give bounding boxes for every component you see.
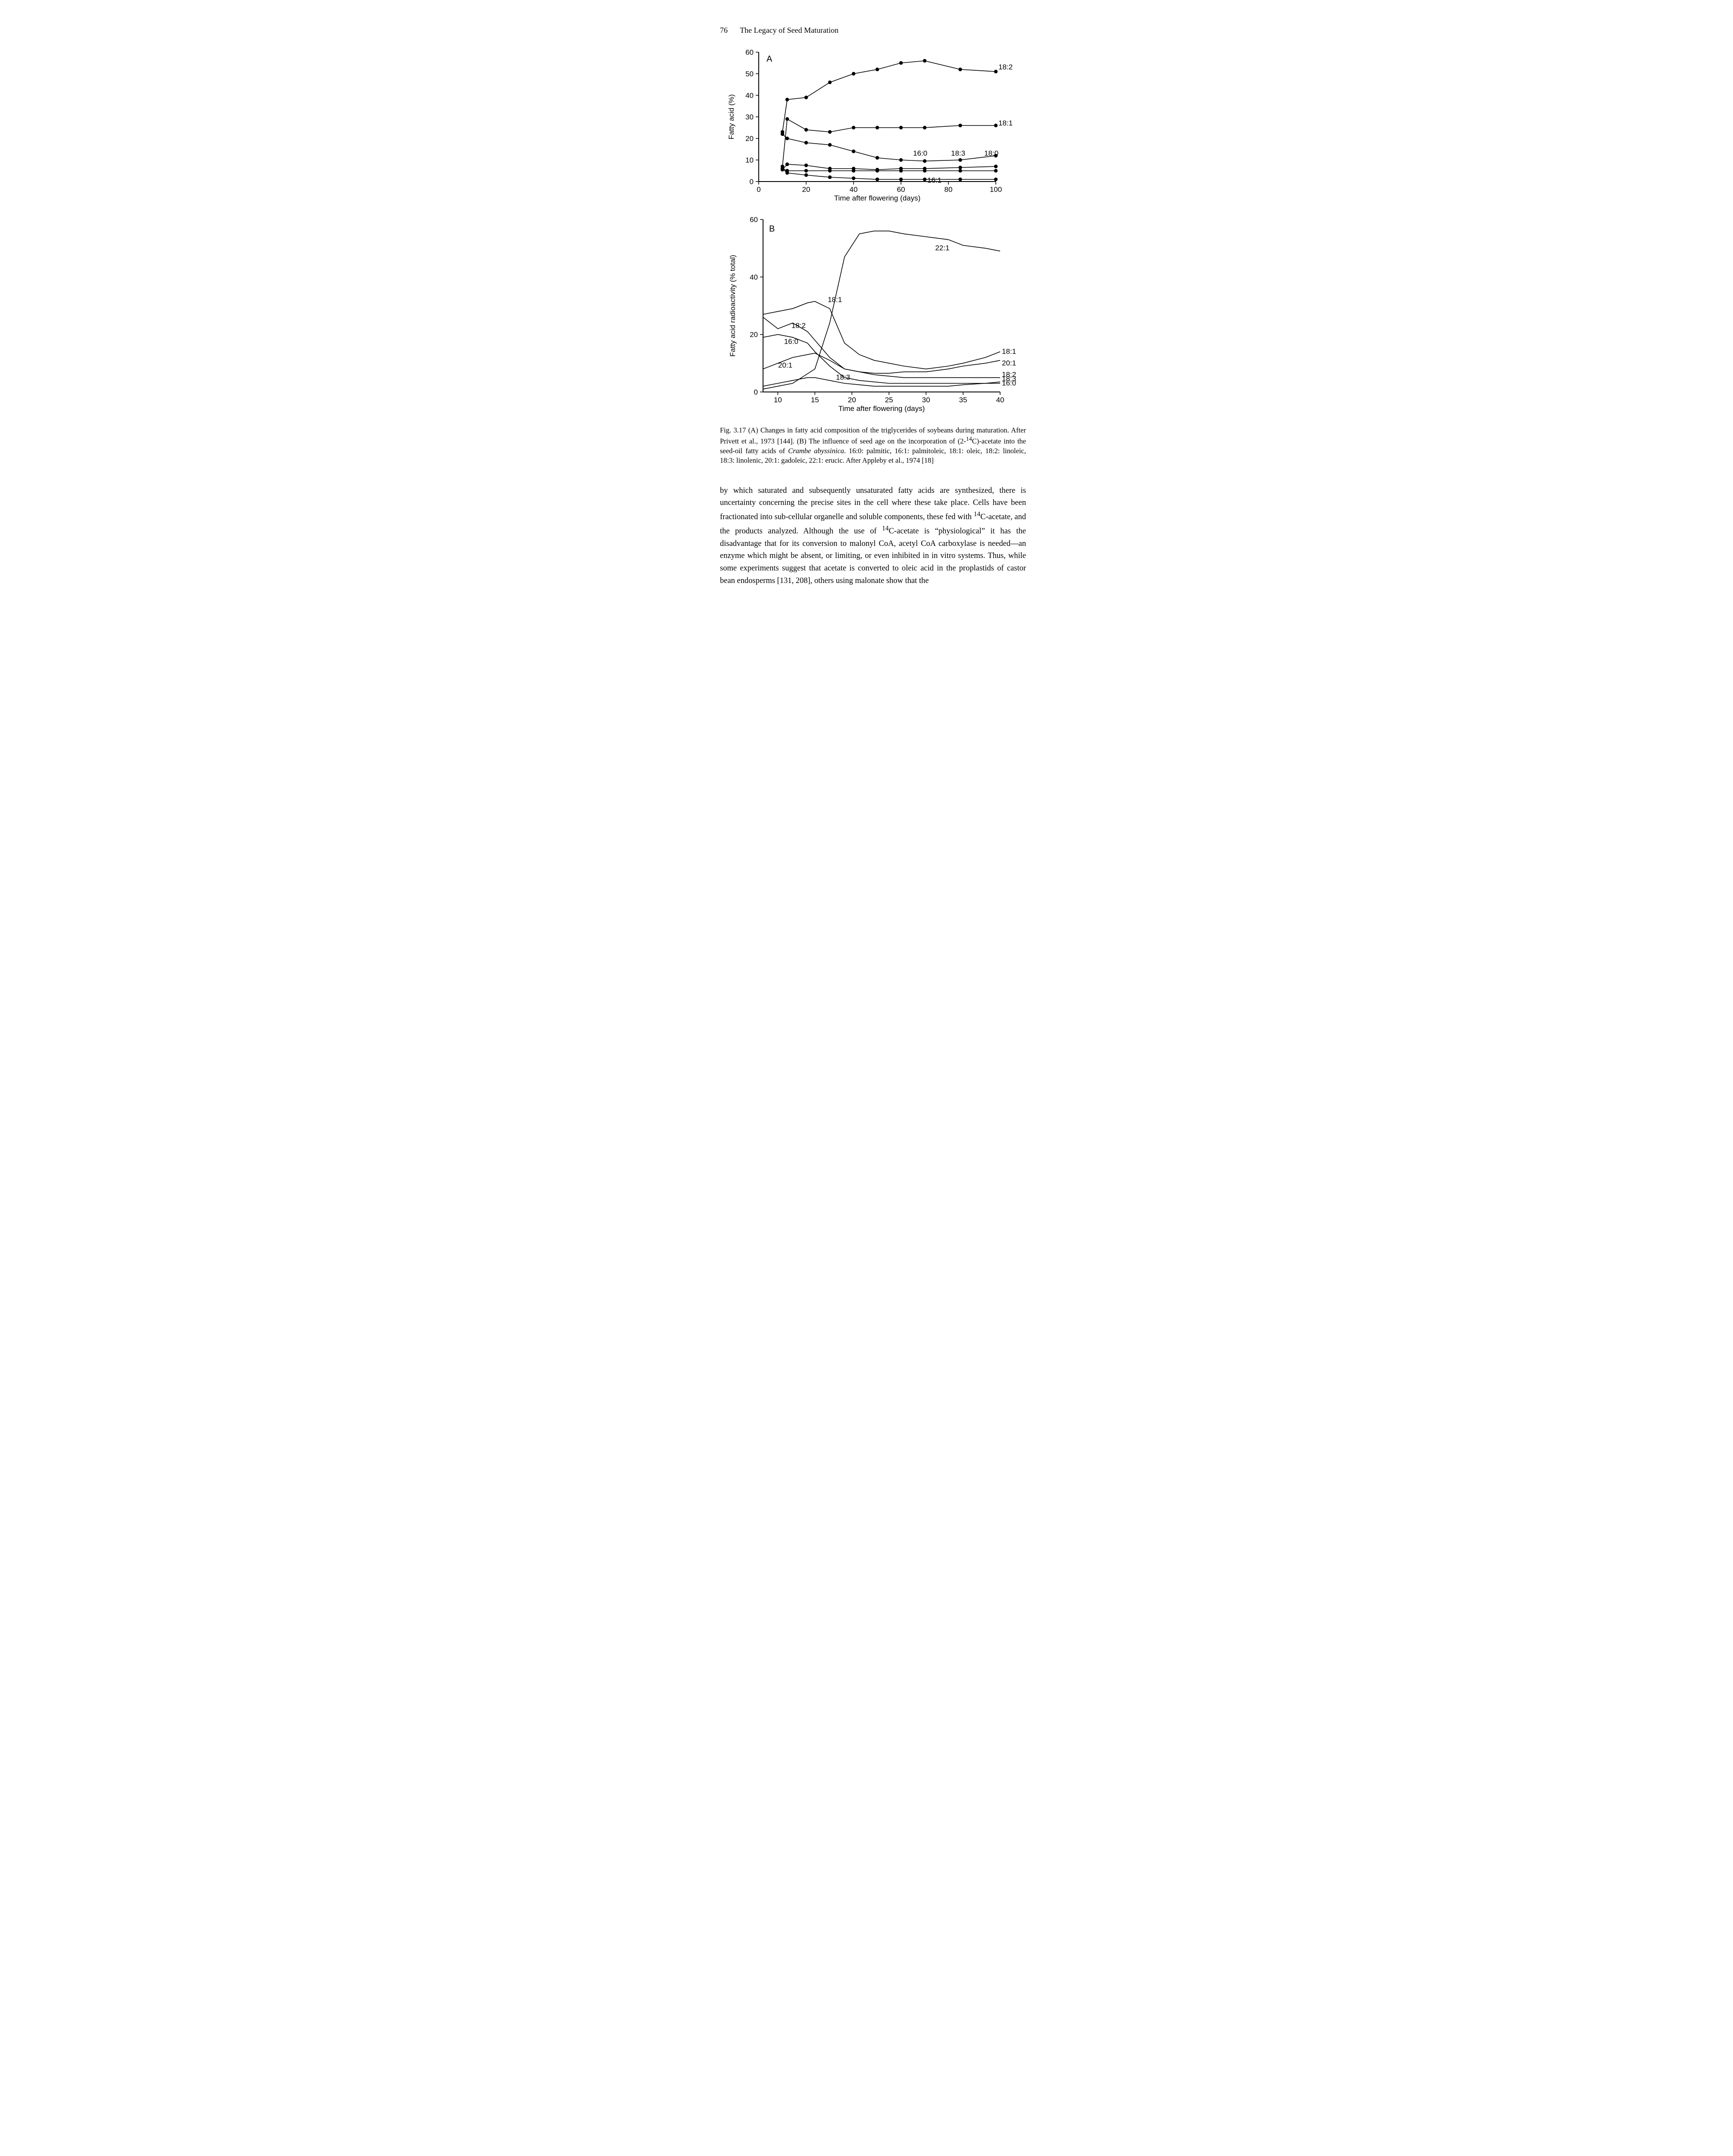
caption-sup14-a: 14 <box>966 436 972 442</box>
svg-text:60: 60 <box>745 48 754 56</box>
body-part3: C-acetate is “physiological” it has the … <box>720 527 1026 585</box>
svg-text:22:1: 22:1 <box>935 244 949 252</box>
svg-text:30: 30 <box>745 113 754 121</box>
svg-text:10: 10 <box>774 396 782 404</box>
body-sup14-a: 14 <box>974 511 980 518</box>
svg-text:40: 40 <box>996 396 1004 404</box>
svg-text:0: 0 <box>754 388 758 396</box>
svg-text:80: 80 <box>945 185 953 194</box>
svg-text:Time after flowering (days): Time after flowering (days) <box>834 194 921 202</box>
svg-text:50: 50 <box>745 70 754 78</box>
svg-text:20: 20 <box>745 135 754 143</box>
body-sup14-b: 14 <box>882 525 888 532</box>
figure-panel-b: 0 20 40 60 10 15 20 25 30 35 40 Time after flowerin… <box>720 215 1026 414</box>
svg-text:60: 60 <box>750 216 758 224</box>
svg-text:20: 20 <box>802 185 810 194</box>
svg-text:30: 30 <box>922 396 930 404</box>
svg-text:Fatty acid radioactivity (%: Fatty acid radioactivity (% total) <box>729 255 737 357</box>
svg-text:20: 20 <box>750 331 758 339</box>
svg-text:60: 60 <box>897 185 905 194</box>
svg-text:40: 40 <box>745 91 754 100</box>
svg-text:18:2: 18:2 <box>791 322 806 330</box>
body-paragraph: by which saturated and subsequently unsa… <box>720 485 1026 587</box>
page-number: 76 <box>720 26 728 34</box>
svg-text:16:0: 16:0 <box>913 149 927 157</box>
svg-text:B: B <box>769 224 775 234</box>
svg-text:18:1: 18:1 <box>828 296 842 304</box>
header-title: The Legacy of Seed Maturation <box>740 26 838 34</box>
svg-text:A: A <box>766 54 773 64</box>
figure-panel-a: 0 10 20 30 40 50 60 0 20 40 60 80 100 Time after flow… <box>720 48 1026 203</box>
svg-text:18:0: 18:0 <box>984 149 998 157</box>
svg-text:25: 25 <box>885 396 893 404</box>
figure-caption: Fig. 3.17 (A) Changes in fatty acid comp… <box>720 426 1026 466</box>
svg-text:18:3: 18:3 <box>951 149 965 157</box>
svg-text:40: 40 <box>850 185 858 194</box>
svg-text:Fatty acid (%): Fatty acid (%) <box>727 94 735 140</box>
running-head: 76 The Legacy of Seed Maturation <box>720 26 1026 35</box>
svg-text:0: 0 <box>750 178 754 186</box>
svg-text:40: 40 <box>750 273 758 281</box>
svg-text:18:1: 18:1 <box>1002 348 1016 356</box>
svg-text:10: 10 <box>745 156 754 164</box>
svg-text:Time after flowering (days): Time after flowering (days) <box>838 404 925 413</box>
svg-text:20:1: 20:1 <box>1002 359 1016 367</box>
svg-text:18:3: 18:3 <box>836 373 850 382</box>
chart-a-svg: 0 10 20 30 40 50 60 0 20 40 60 80 100 Time after flow… <box>720 48 1030 203</box>
svg-text:100: 100 <box>990 185 1002 194</box>
svg-text:18:2: 18:2 <box>998 63 1013 71</box>
svg-text:16:1: 16:1 <box>927 176 942 185</box>
svg-text:18:1: 18:1 <box>998 119 1013 127</box>
svg-text:18:3: 18:3 <box>1002 375 1016 383</box>
svg-text:20:1: 20:1 <box>778 361 792 370</box>
svg-text:15: 15 <box>811 396 819 404</box>
svg-text:0: 0 <box>757 185 760 194</box>
svg-text:35: 35 <box>959 396 967 404</box>
svg-text:16:0: 16:0 <box>784 337 798 345</box>
chart-b-svg: 0 20 40 60 10 15 20 25 30 35 40 Time after flowerin… <box>720 215 1030 414</box>
svg-text:20: 20 <box>848 396 856 404</box>
caption-species: Crambe abyssinica <box>788 447 844 455</box>
